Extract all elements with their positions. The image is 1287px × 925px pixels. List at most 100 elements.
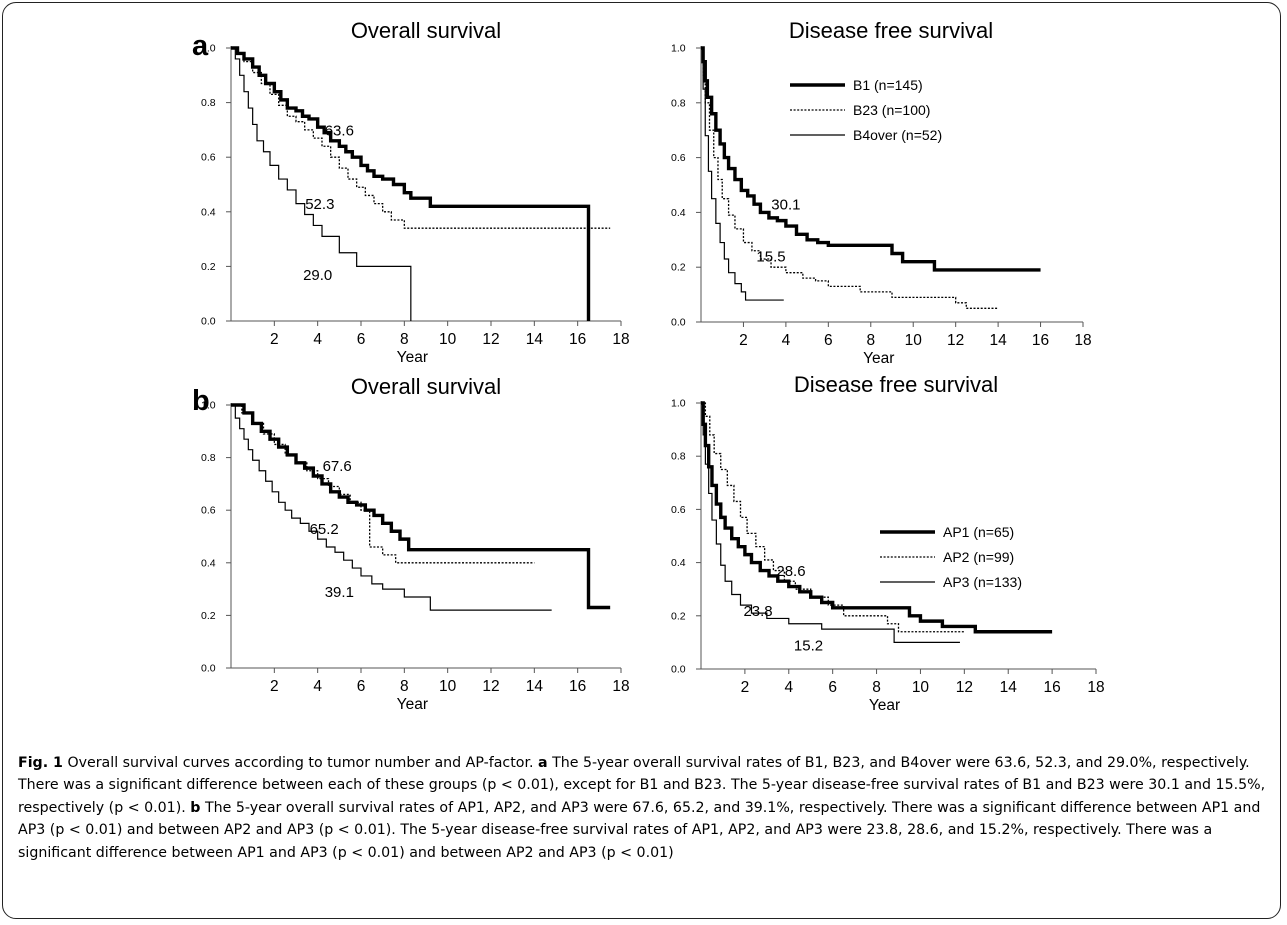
x-tick-label: 8 [400,331,409,348]
panel-letter-a: a [192,30,209,62]
y-tick-label: 0.8 [671,451,686,463]
y-tick-label: 0.4 [671,207,686,219]
x-tick-label: 2 [270,678,279,695]
x-tick-label: 6 [357,678,366,695]
survival-rate-label: 28.6 [776,563,805,580]
series-thick-line [231,46,591,321]
y-tick-label: 0.8 [201,452,216,464]
x-tick-label: 16 [569,331,586,348]
legend-entry: AP3 (n=133) [943,574,1022,590]
figure-caption: Fig. 1 Overall survival curves according… [18,752,1273,864]
x-tick-label: 12 [482,678,499,695]
panel-letter-b: b [192,385,210,417]
x-tick-label: 6 [357,331,366,348]
x-axis-label: Year [397,696,428,713]
x-tick-label: 4 [313,331,322,348]
series-thin-line [701,402,960,643]
chart-title: Overall survival [351,374,501,399]
y-tick-label: 0.0 [201,316,216,328]
survival-rate-label: 30.1 [771,197,800,214]
y-tick-label: 0.6 [201,152,216,164]
series-thin-line [701,47,784,301]
y-tick-label: 0.2 [201,610,216,622]
x-tick-label: 10 [912,679,930,696]
chart-title: Disease free survival [794,372,998,397]
x-tick-label: 2 [741,679,750,696]
y-tick-label: 0.4 [201,557,216,569]
series-dotted-line [231,404,535,564]
legend-entry: AP2 (n=99) [943,549,1014,565]
x-tick-label: 4 [782,332,791,349]
x-tick-label: 14 [526,678,544,695]
survival-rate-label: 63.6 [325,122,354,139]
x-tick-label: 2 [270,331,279,348]
x-tick-label: 12 [482,331,499,348]
y-tick-label: 0.2 [201,261,216,273]
series-dotted-line [701,47,999,309]
y-tick-label: 1.0 [201,400,216,412]
x-tick-label: 8 [866,332,875,349]
x-tick-label: 8 [400,678,409,695]
legend-entry: B1 (n=145) [853,77,923,93]
y-tick-label: 0.0 [671,664,686,676]
survival-rate-label: 67.6 [323,458,352,475]
survival-rate-label: 15.5 [756,249,785,266]
y-tick-label: 0.0 [671,317,686,329]
series-thin-line [231,47,412,321]
x-tick-label: 14 [989,332,1007,349]
y-tick-label: 0.6 [671,504,686,516]
y-tick-label: 0.8 [671,97,686,109]
legend-entry: B23 (n=100) [853,102,930,118]
y-tick-label: 1.0 [671,398,686,410]
survival-rate-label: 15.2 [794,637,823,654]
x-tick-label: 8 [872,679,881,696]
caption-panel-a-letter: a [538,755,548,771]
x-axis-label: Year [397,349,428,366]
caption-panel-b-text: The 5-year overall survival rates of AP1… [18,799,1261,861]
x-tick-label: 4 [313,678,322,695]
series-thin-line [231,404,552,611]
series-thick-line [701,46,1041,272]
x-tick-label: 18 [612,331,629,348]
caption-fig-number: Fig. 1 [18,755,63,771]
y-tick-label: 0.2 [671,262,686,274]
survival-rate-label: 23.8 [743,603,772,620]
chart-title: Overall survival [351,18,501,43]
y-tick-label: 0.4 [201,206,216,218]
series-dotted-line [231,47,611,229]
y-tick-label: 0.6 [201,505,216,517]
x-tick-label: 16 [569,678,586,695]
x-tick-label: 16 [1043,679,1060,696]
survival-rate-label: 52.3 [305,196,334,213]
chart-title: Disease free survival [789,18,993,43]
y-tick-label: 0.6 [671,152,686,164]
x-tick-label: 6 [824,332,833,349]
x-tick-label: 10 [439,678,457,695]
series-thick-line [231,403,611,610]
x-tick-label: 12 [947,332,964,349]
x-axis-label: Year [869,697,900,714]
x-tick-label: 16 [1032,332,1049,349]
y-tick-label: 1.0 [201,43,216,55]
x-tick-label: 14 [526,331,544,348]
y-tick-label: 0.4 [671,557,686,569]
x-tick-label: 10 [905,332,923,349]
survival-rate-label: 39.1 [325,584,354,601]
x-axis-label: Year [863,350,894,367]
x-tick-label: 14 [1000,679,1018,696]
y-tick-label: 0.2 [671,610,686,622]
survival-rate-label: 29.0 [303,267,332,284]
caption-panel-a-text: The 5-year overall survival rates of B1,… [18,755,1266,816]
survival-rate-label: 65.2 [310,521,339,538]
x-tick-label: 18 [1074,332,1091,349]
y-tick-label: 1.0 [671,43,686,55]
x-tick-label: 6 [828,679,837,696]
caption-panel-b-letter: b [190,799,201,816]
x-tick-label: 18 [612,678,629,695]
x-tick-label: 12 [956,679,973,696]
